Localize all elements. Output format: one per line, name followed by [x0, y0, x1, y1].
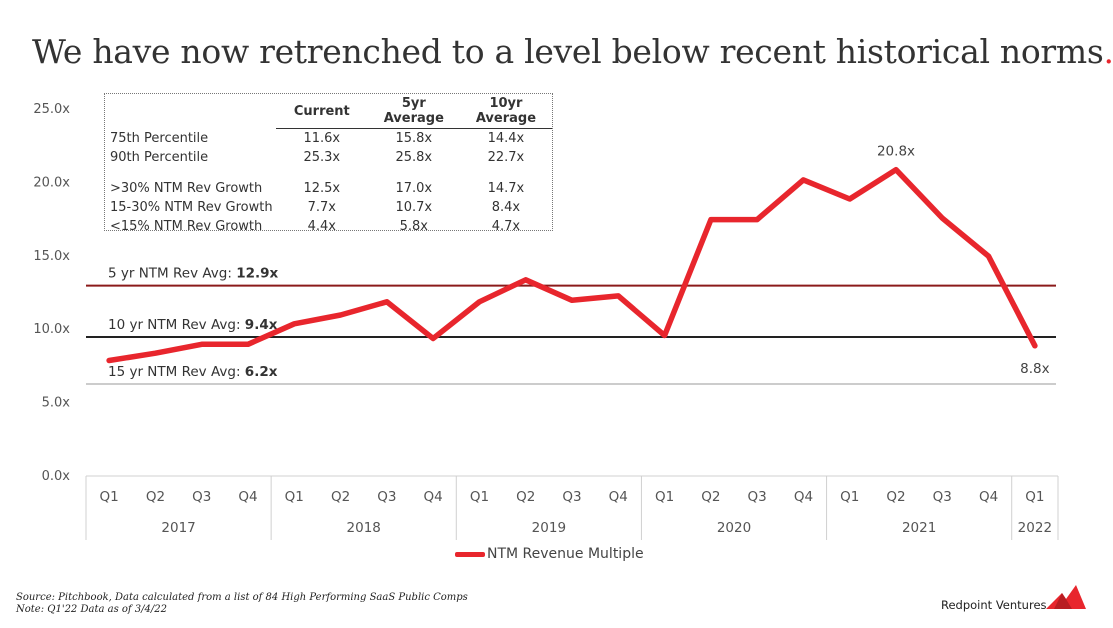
table-cell: 22.7x [487, 150, 525, 165]
footnote-note: Note: Q1'22 Data as of 3/4/22 [16, 604, 167, 615]
table-cell: 14.7x [487, 181, 525, 196]
table-row: 15-30% NTM Rev Growth 7.7x 10.7x 8.4x [107, 198, 552, 217]
x-tick-label: Q3 [562, 489, 581, 505]
row-label: 15-30% NTM Rev Growth [110, 200, 273, 215]
table-row: 90th Percentile 25.3x 25.8x 22.7x [107, 148, 552, 167]
x-tick-label: Q4 [238, 489, 257, 505]
y-tick-label: 5.0x [42, 396, 71, 411]
y-tick-label: 15.0x [33, 249, 70, 264]
x-tick-label: Q3 [933, 489, 952, 505]
x-tick-label: Q4 [424, 489, 443, 505]
row-label: >30% NTM Rev Growth [110, 181, 263, 196]
x-tick-label: Q4 [979, 489, 998, 505]
table-row: <15% NTM Rev Growth 4.4x 5.8x 4.7x [107, 217, 552, 236]
legend-swatch [455, 551, 485, 557]
x-tick-label: Q1 [655, 489, 674, 505]
year-label: 2020 [717, 520, 751, 536]
table-cell: 4.4x [307, 219, 336, 234]
chart-legend: NTM Revenue Multiple [455, 546, 644, 562]
multiples-table-box: Current 5yr Average 10yr Average 75th Pe… [104, 93, 553, 234]
table-cell: 11.6x [303, 131, 341, 146]
row-label: 90th Percentile [110, 150, 209, 165]
table-cell: 15.8x [395, 131, 433, 146]
title-dot: . [1103, 32, 1113, 71]
table-cell: 12.5x [303, 181, 341, 196]
x-tick-label: Q1 [470, 489, 489, 505]
table-header: 5yr Average [367, 96, 460, 129]
row-label: 75th Percentile [110, 130, 209, 146]
x-tick-label: Q4 [794, 489, 813, 505]
y-tick-label: 25.0x [33, 102, 70, 117]
x-tick-label: Q2 [516, 489, 535, 505]
table-cell: 8.4x [491, 200, 521, 215]
table-cell: 14.4x [487, 131, 525, 146]
x-tick-label: Q2 [146, 489, 165, 505]
x-tick-label: Q3 [192, 489, 211, 505]
table-cell: 4.7x [491, 219, 521, 234]
x-tick-label: Q1 [840, 489, 859, 505]
data-label: 20.8x [877, 144, 915, 160]
table-spacer [107, 167, 552, 179]
data-label: 8.8x [1020, 361, 1049, 377]
x-tick-label: Q4 [609, 489, 628, 505]
x-tick-label: Q2 [331, 489, 350, 505]
y-tick-label: 10.0x [33, 322, 70, 337]
y-tick-label: 0.0x [42, 469, 71, 484]
table-cell: 17.0x [395, 181, 433, 196]
footnote: Source: Pitchbook, Data calculated from … [16, 592, 468, 616]
x-tick-label: Q3 [377, 489, 396, 505]
table-row: 75th Percentile 11.6x 15.8x 14.4x [107, 129, 552, 149]
title-text: We have now retrenched to a level below … [32, 32, 1104, 71]
redpoint-logo-icon [1046, 585, 1086, 609]
footnote-source: Source: Pitchbook, Data calculated from … [16, 592, 468, 603]
reference-line-label: 10 yr NTM Rev Avg: 9.4x [108, 317, 278, 333]
table-cell: 7.7x [307, 200, 336, 215]
table-row: >30% NTM Rev Growth 12.5x 17.0x 14.7x [107, 179, 552, 198]
year-label: 2019 [532, 520, 566, 536]
year-label: 2018 [347, 520, 381, 536]
reference-line-label: 5 yr NTM Rev Avg: 12.9x [108, 266, 279, 282]
multiples-table: Current 5yr Average 10yr Average 75th Pe… [107, 96, 552, 236]
x-tick-label: Q1 [285, 489, 304, 505]
year-label: 2021 [902, 520, 936, 536]
x-tick-label: Q1 [1025, 489, 1044, 505]
row-label: <15% NTM Rev Growth [110, 219, 263, 234]
y-tick-label: 20.0x [33, 175, 70, 190]
x-tick-label: Q2 [701, 489, 720, 505]
year-label: 2022 [1018, 520, 1052, 536]
x-tick-label: Q2 [886, 489, 905, 505]
legend-label: NTM Revenue Multiple [487, 546, 644, 562]
reference-line-label: 15 yr NTM Rev Avg: 6.2x [108, 364, 278, 380]
year-label: 2017 [161, 520, 195, 536]
table-cell: 5.8x [399, 219, 428, 234]
page-title: We have now retrenched to a level below … [32, 32, 1113, 71]
table-header: 10yr Average [459, 96, 552, 129]
table-cell: 25.3x [303, 150, 341, 165]
table-header-blank [107, 96, 276, 129]
x-tick-label: Q1 [100, 489, 119, 505]
x-tick-label: Q3 [748, 489, 767, 505]
table-cell: 25.8x [395, 150, 433, 165]
brand-name: Redpoint Ventures [941, 598, 1047, 612]
table-cell: 10.7x [395, 200, 433, 215]
table-header-row: Current 5yr Average 10yr Average [107, 96, 552, 129]
table-header: Current [275, 96, 368, 129]
